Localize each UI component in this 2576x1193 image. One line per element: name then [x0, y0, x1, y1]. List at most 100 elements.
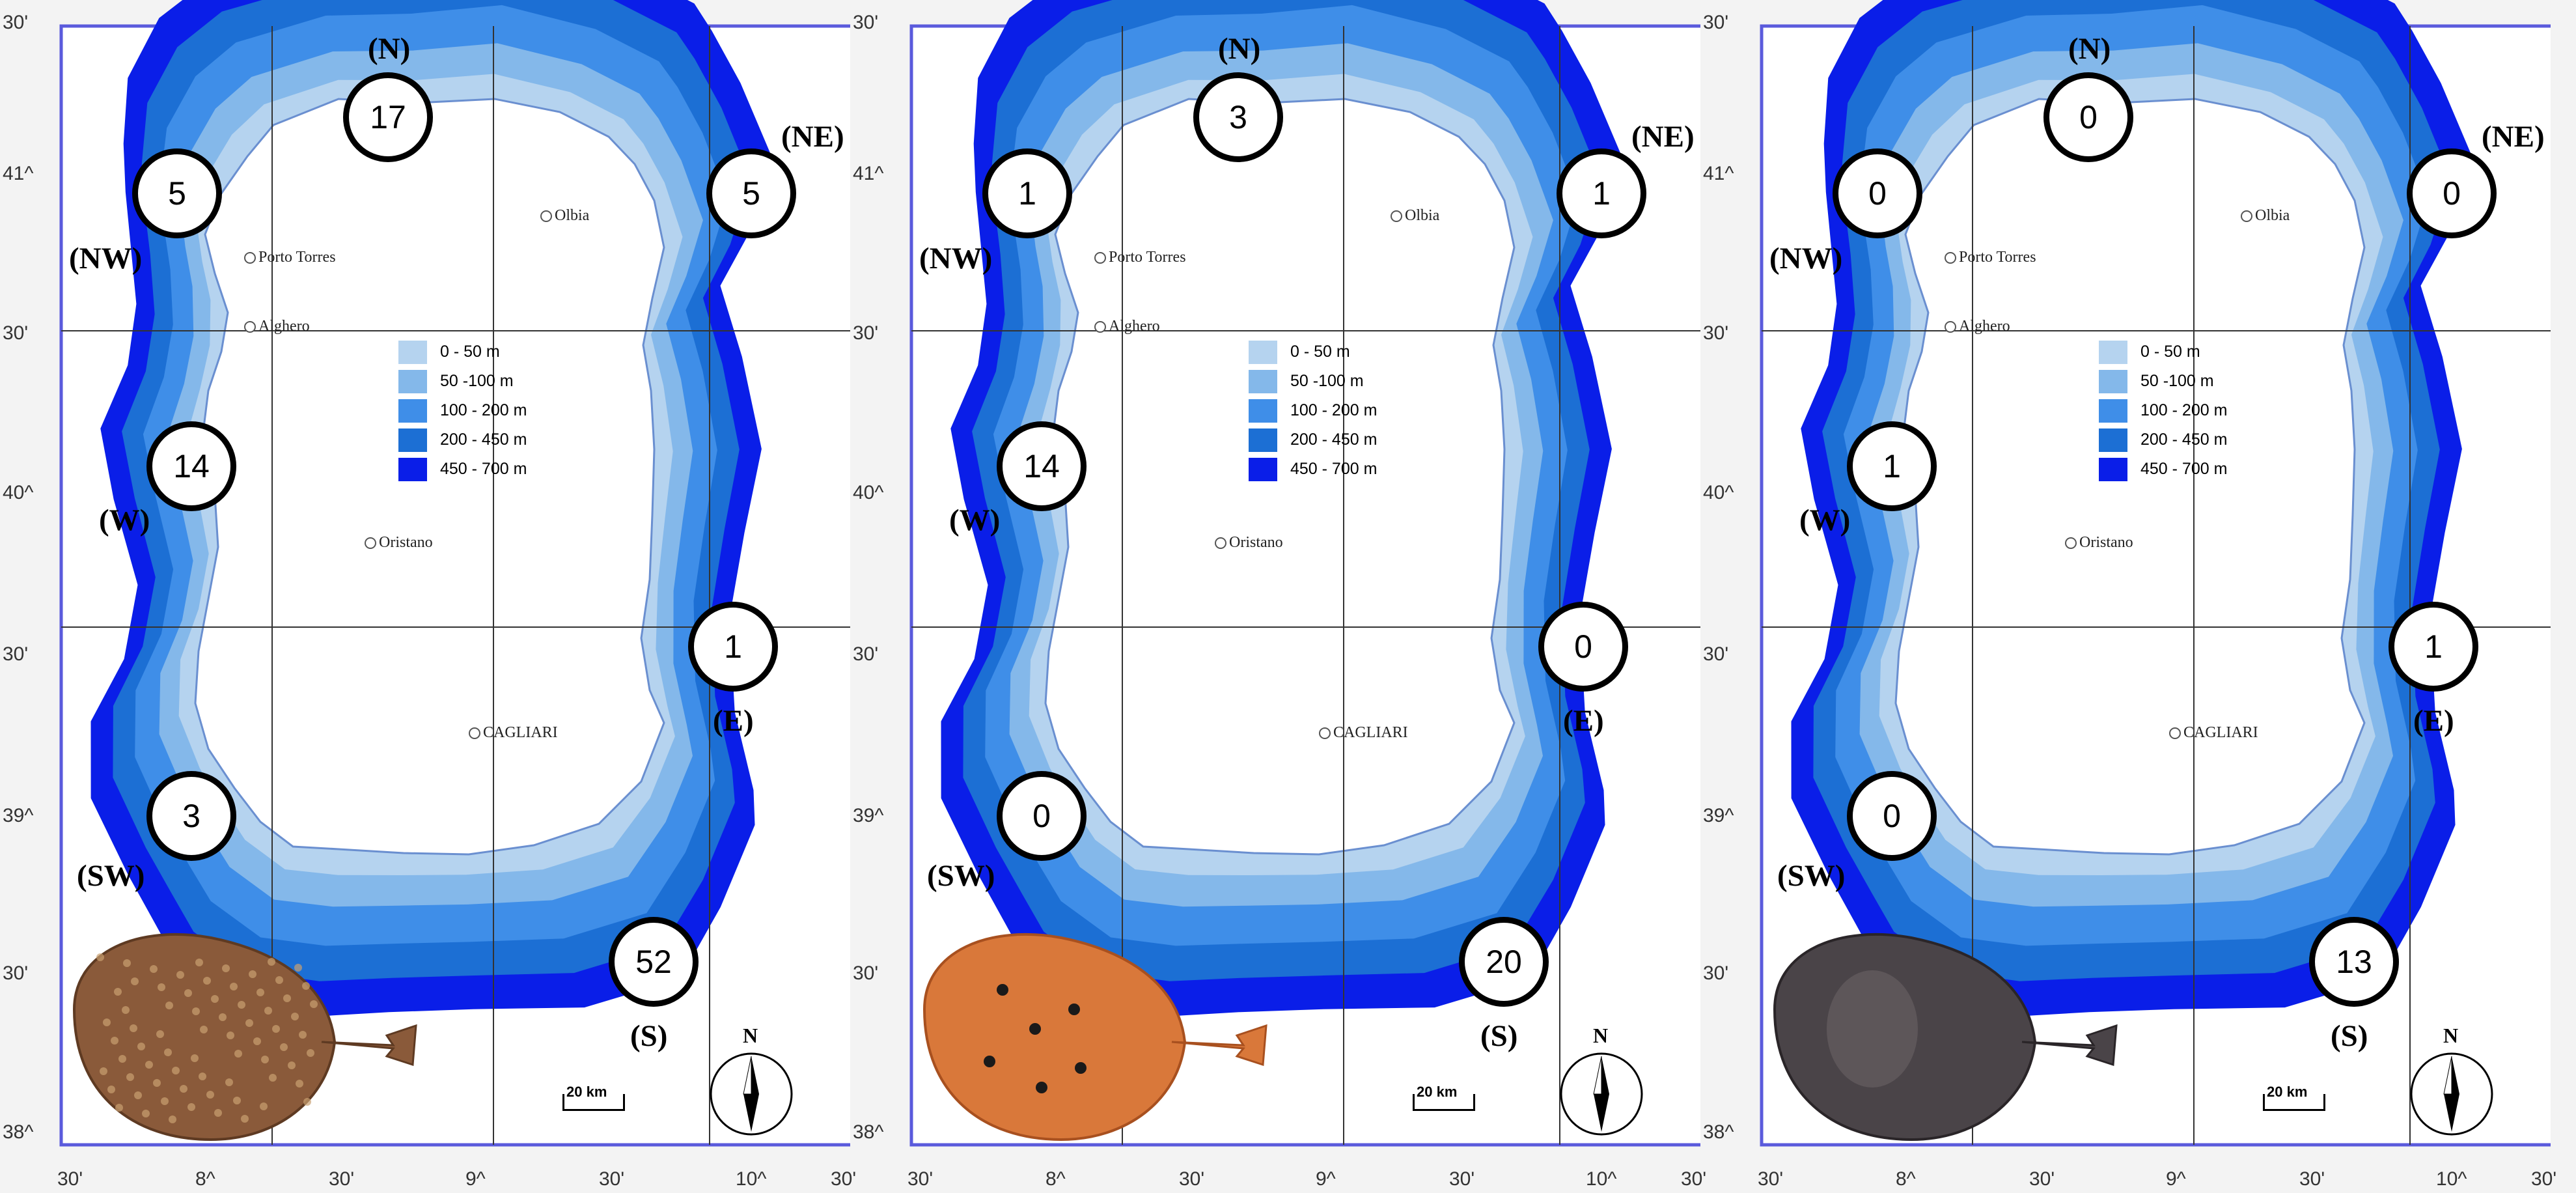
city-marker-icon — [244, 252, 256, 264]
bathymetry-map — [1760, 0, 2551, 1147]
city-name: Oristano — [1229, 534, 1283, 551]
legend-item: 200 - 450 m — [2099, 425, 2227, 455]
sardinia-island — [194, 98, 665, 856]
longitude-label: 30' — [2531, 1168, 2557, 1190]
region-label-sw: (SW) — [77, 859, 145, 893]
city-marker-icon — [2169, 727, 2181, 740]
legend-item: 0 - 50 m — [398, 337, 527, 367]
legend-swatch — [1249, 428, 1277, 452]
scale-bar-label: 20 km — [2267, 1084, 2308, 1100]
legend-item: 450 - 700 m — [398, 455, 527, 484]
legend-item: 200 - 450 m — [1249, 425, 1377, 455]
sardinia-island — [1044, 98, 1516, 856]
count-circle-e: 0 — [1538, 602, 1628, 692]
longitude-label: 30' — [599, 1168, 625, 1190]
count-circle-ne: 0 — [2407, 148, 2497, 238]
legend-label: 100 - 200 m — [1290, 401, 1378, 419]
count-circle-ne: 5 — [706, 148, 796, 238]
city-label-cagliari: CAGLIARI — [2169, 724, 2258, 742]
city-name: Oristano — [379, 534, 433, 551]
legend-item: 50 -100 m — [398, 367, 527, 396]
scale-bar — [562, 1094, 625, 1111]
region-label-nw: (NW) — [69, 242, 143, 275]
city-name: Oristano — [2079, 534, 2133, 551]
count-circle-sw: 3 — [146, 771, 236, 861]
map-panel-1: 30' 41^ 30' 40^ 30' 39^ 30' 38^ 30' 8^ 30' 9^ 30' 10^… — [0, 0, 856, 1193]
sardinia-island — [1894, 98, 2366, 856]
latitude-label: 41^ — [1703, 163, 1734, 184]
legend-swatch — [2099, 428, 2127, 452]
longitude-label: 30' — [2299, 1168, 2325, 1190]
region-label-s: (S) — [630, 1019, 668, 1053]
region-label-s: (S) — [2331, 1019, 2368, 1053]
city-label-olbia: Olbia — [1391, 207, 1439, 225]
longitude-label: 30' — [831, 1168, 857, 1190]
city-name: CAGLIARI — [483, 724, 558, 741]
north-label: N — [2443, 1024, 2459, 1047]
legend-swatch — [398, 457, 427, 481]
count-circle-s: 13 — [2309, 917, 2399, 1007]
legend-swatch — [398, 399, 427, 423]
latitude-label: 30' — [1703, 12, 1729, 33]
scale-bar — [2263, 1094, 2325, 1111]
count-circle-sw: 0 — [1847, 771, 1937, 861]
region-label-s: (S) — [1480, 1019, 1518, 1053]
latitude-label: 30' — [3, 322, 29, 344]
legend-item: 50 -100 m — [2099, 367, 2227, 396]
legend-label: 450 - 700 m — [440, 460, 527, 478]
city-marker-icon — [1215, 537, 1226, 550]
legend-swatch — [1249, 457, 1277, 481]
city-marker-icon — [2241, 210, 2252, 223]
bathymetry-map — [59, 0, 850, 1147]
region-label-n: (N) — [1218, 32, 1261, 66]
legend-label: 100 - 200 m — [2140, 401, 2228, 419]
longitude-label: 8^ — [1896, 1168, 1916, 1190]
latitude-label: 38^ — [3, 1121, 34, 1143]
legend-label: 50 -100 m — [440, 372, 514, 390]
legend-swatch — [1249, 340, 1277, 364]
region-label-ne: (NE) — [781, 120, 844, 154]
legend-label: 100 - 200 m — [440, 401, 527, 419]
legend-label: 450 - 700 m — [1290, 460, 1378, 478]
city-name: Alghero — [1109, 318, 1160, 335]
city-label-cagliari: CAGLIARI — [469, 724, 558, 742]
legend-label: 0 - 50 m — [1290, 343, 1350, 361]
longitude-label: 8^ — [1046, 1168, 1066, 1190]
latitude-label: 38^ — [1703, 1121, 1734, 1143]
city-name: Olbia — [2255, 207, 2290, 224]
region-label-nw: (NW) — [1769, 242, 1843, 275]
legend-swatch — [2099, 340, 2127, 364]
scale-bar — [1413, 1094, 1475, 1111]
city-name: Porto Torres — [258, 249, 336, 266]
legend-item: 100 - 200 m — [2099, 396, 2227, 425]
region-label-w: (W) — [949, 503, 1001, 537]
legend-swatch — [398, 428, 427, 452]
city-marker-icon — [1945, 252, 1956, 264]
legend-item: 200 - 450 m — [398, 425, 527, 455]
legend-swatch — [1249, 369, 1277, 393]
longitude-label: 30' — [1179, 1168, 1205, 1190]
legend-label: 200 - 450 m — [1290, 430, 1378, 449]
legend-item: 50 -100 m — [1249, 367, 1377, 396]
count-circle-n: 3 — [1193, 72, 1283, 162]
latitude-label: 30' — [1703, 322, 1729, 344]
region-label-w: (W) — [1799, 503, 1851, 537]
city-label-porto-torres: Porto Torres — [1094, 249, 1186, 266]
latitude-label: 40^ — [1703, 482, 1734, 503]
count-circle-nw: 0 — [1833, 148, 1922, 238]
longitude-label: 10^ — [2436, 1168, 2467, 1190]
city-label-oristano: Oristano — [1215, 534, 1283, 552]
legend-item: 0 - 50 m — [1249, 337, 1377, 367]
north-label: N — [1593, 1024, 1609, 1047]
legend-swatch — [398, 369, 427, 393]
city-marker-icon — [365, 537, 376, 550]
count-circle-sw: 0 — [997, 771, 1087, 861]
legend-label: 200 - 450 m — [440, 430, 527, 449]
count-circle-e: 1 — [688, 602, 778, 692]
latitude-label: 40^ — [853, 482, 884, 503]
legend-item: 450 - 700 m — [2099, 455, 2227, 484]
map-panel-3: 30' 41^ 30' 40^ 30' 39^ 30' 38^ 30' 8^ 30' 9^ 30' 10^… — [1700, 0, 2556, 1193]
legend-label: 50 -100 m — [1290, 372, 1364, 390]
count-circle-n: 0 — [2043, 72, 2133, 162]
